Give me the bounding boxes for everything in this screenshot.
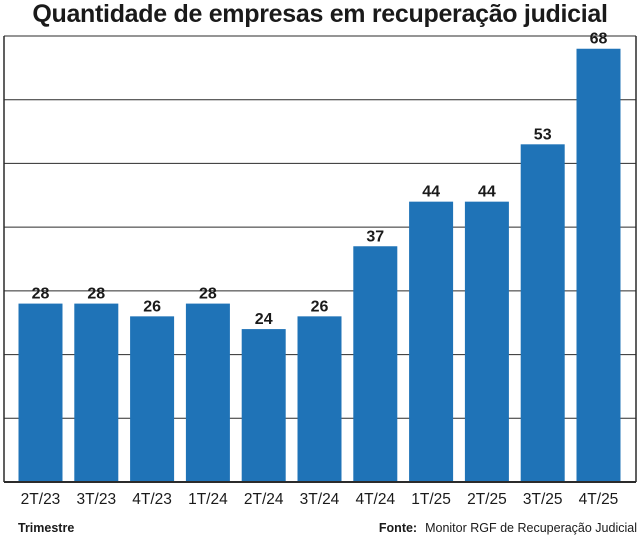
category-label: 3T/23 xyxy=(76,491,116,508)
bar-3T/25 xyxy=(520,144,565,483)
bar-4T/24 xyxy=(353,246,398,482)
bar-4T/23 xyxy=(130,316,175,482)
value-label: 28 xyxy=(32,286,50,303)
category-labels: 2T/23 3T/23 4T/23 1T/24 2T/24 3T/24 4T/24 1T/25… xyxy=(21,491,619,508)
category-label: 3T/25 xyxy=(523,491,563,508)
category-label: 1T/25 xyxy=(411,491,451,508)
bar-3T/24 xyxy=(297,316,342,482)
value-label: 37 xyxy=(366,228,384,245)
bar-1T/24 xyxy=(185,303,230,482)
value-label: 68 xyxy=(590,31,608,48)
bar-4T/25 xyxy=(576,48,621,482)
bar-1T/25 xyxy=(409,201,454,482)
bar-2T/24 xyxy=(241,329,286,482)
bar-2T/25 xyxy=(464,201,509,482)
category-label: 2T/24 xyxy=(244,491,284,508)
value-labels: 28 28 26 28 24 26 37 44 44 53 68 xyxy=(32,31,608,328)
source-text: Monitor RGF de Recuperação Judicial xyxy=(425,521,637,535)
x-axis-label: Trimestre xyxy=(18,521,75,535)
value-label: 44 xyxy=(422,184,440,201)
value-label: 44 xyxy=(478,184,496,201)
value-label: 26 xyxy=(143,298,161,315)
bar-2T/23 xyxy=(18,303,63,482)
value-label: 28 xyxy=(87,286,105,303)
chart-title: Quantidade de empresas em recuperação ju… xyxy=(32,0,608,28)
bar-3T/23 xyxy=(74,303,119,482)
value-label: 26 xyxy=(311,298,329,315)
value-label: 53 xyxy=(534,126,552,143)
value-label: 28 xyxy=(199,286,217,303)
category-label: 2T/23 xyxy=(21,491,61,508)
bars xyxy=(18,48,621,483)
plot-frame xyxy=(3,36,637,483)
category-label: 2T/25 xyxy=(467,491,507,508)
source-label: Fonte: xyxy=(378,521,418,535)
category-label: 4T/24 xyxy=(355,491,395,508)
category-label: 4T/25 xyxy=(579,491,619,508)
category-label: 3T/24 xyxy=(300,491,340,508)
category-label: 4T/23 xyxy=(132,491,172,508)
source-note: Fonte: Monitor RGF de Recuperação Judicia… xyxy=(379,521,637,535)
category-label: 1T/24 xyxy=(188,491,228,508)
value-label: 24 xyxy=(255,311,273,328)
